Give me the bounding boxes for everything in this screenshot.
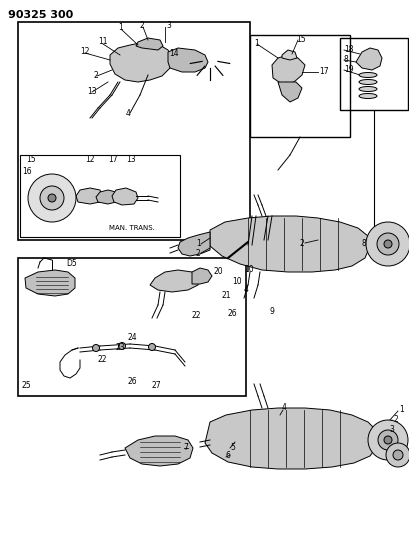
Polygon shape [278,82,302,102]
Text: MAN. TRANS.: MAN. TRANS. [109,225,155,231]
Text: 24: 24 [128,334,137,343]
Text: 10: 10 [232,278,242,287]
Polygon shape [272,55,305,84]
Text: 15: 15 [26,156,36,165]
Polygon shape [125,436,193,466]
Text: 4: 4 [282,403,287,413]
Bar [18,258,246,396]
Polygon shape [136,38,163,50]
Circle shape [92,344,99,351]
Text: 13: 13 [126,156,136,165]
Text: 26: 26 [228,309,238,318]
Circle shape [40,186,64,210]
Text: 18: 18 [344,45,353,54]
Text: 1: 1 [196,239,201,248]
Circle shape [119,343,126,350]
Text: 22: 22 [192,311,202,320]
Circle shape [48,194,56,202]
Text: 27: 27 [152,381,162,390]
Text: 1: 1 [254,39,259,49]
Polygon shape [96,190,118,204]
Text: 17: 17 [319,68,328,77]
Polygon shape [356,48,382,70]
Circle shape [384,240,392,248]
Text: 21: 21 [222,290,231,300]
Polygon shape [112,188,138,205]
Bar [18,22,250,240]
Text: D5: D5 [66,260,77,269]
Bar [20,155,180,237]
Circle shape [148,343,155,351]
Polygon shape [282,50,297,60]
Ellipse shape [359,86,377,92]
Polygon shape [210,216,370,272]
Text: 2: 2 [140,20,145,29]
Text: 4: 4 [126,109,131,117]
Text: 90325 300: 90325 300 [8,10,73,20]
Text: 2: 2 [393,415,398,424]
Text: 12: 12 [85,156,94,165]
Text: 4: 4 [244,286,249,295]
Text: 19: 19 [344,66,354,75]
Circle shape [366,222,409,266]
Polygon shape [192,268,212,284]
Polygon shape [110,42,172,82]
Text: 11: 11 [98,37,108,46]
Text: 2: 2 [93,70,98,79]
Bar [340,38,408,110]
Circle shape [368,420,408,460]
Circle shape [386,443,409,467]
Text: 22: 22 [98,356,108,365]
Ellipse shape [359,93,377,99]
Text: 25: 25 [22,382,31,391]
Text: 3: 3 [389,424,394,433]
Text: 10: 10 [244,265,254,274]
Text: 1: 1 [118,23,123,33]
Polygon shape [178,232,210,256]
Polygon shape [150,270,200,292]
Circle shape [378,430,398,450]
Text: 9: 9 [270,308,275,317]
Bar [250,35,350,137]
Text: 26: 26 [128,377,137,386]
Text: 16: 16 [22,167,31,176]
Text: 8: 8 [344,55,349,64]
Text: 17: 17 [108,156,118,165]
Text: 15: 15 [296,36,306,44]
Text: 13: 13 [87,86,97,95]
Text: 2: 2 [300,238,305,247]
Text: 20: 20 [214,268,224,277]
Text: 23: 23 [116,343,126,352]
Text: 14: 14 [169,49,179,58]
Text: 5: 5 [230,442,235,451]
Text: 3: 3 [166,20,171,29]
Circle shape [28,174,76,222]
Text: 12: 12 [80,47,90,56]
Text: 2: 2 [196,248,201,257]
Ellipse shape [359,79,377,85]
Text: 1: 1 [399,406,404,415]
Polygon shape [25,270,75,296]
Text: 8: 8 [362,238,367,247]
Text: 7: 7 [183,442,188,451]
Circle shape [377,233,399,255]
Ellipse shape [359,72,377,77]
Circle shape [384,436,392,444]
Text: 6: 6 [226,451,231,461]
Circle shape [393,450,403,460]
Polygon shape [205,408,378,469]
Polygon shape [168,48,208,72]
Polygon shape [76,188,102,204]
